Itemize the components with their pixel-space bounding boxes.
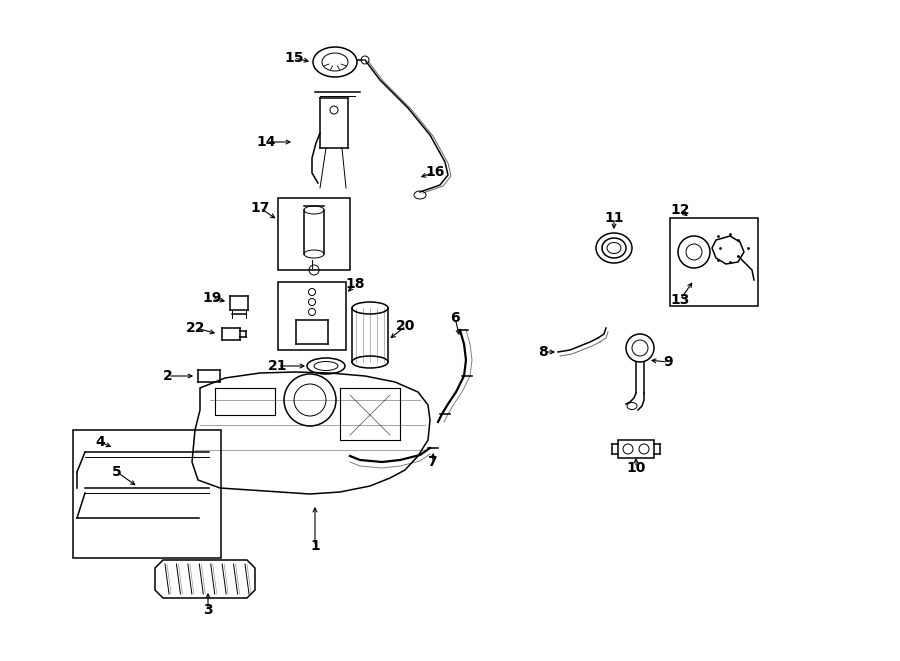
Text: 1: 1 xyxy=(310,539,320,553)
Text: 12: 12 xyxy=(670,203,689,217)
Text: 18: 18 xyxy=(346,277,365,291)
Text: 10: 10 xyxy=(626,461,645,475)
Bar xyxy=(670,218,758,306)
Text: 2: 2 xyxy=(163,369,173,383)
Bar xyxy=(278,198,350,270)
Text: 22: 22 xyxy=(186,321,206,335)
Text: 20: 20 xyxy=(396,319,416,333)
Text: 4: 4 xyxy=(95,435,105,449)
Text: 8: 8 xyxy=(538,345,548,359)
Text: 5: 5 xyxy=(112,465,122,479)
Text: 11: 11 xyxy=(604,211,624,225)
Text: 16: 16 xyxy=(426,165,445,179)
Text: 13: 13 xyxy=(670,293,689,307)
Text: 21: 21 xyxy=(268,359,288,373)
Text: 15: 15 xyxy=(284,51,304,65)
Bar xyxy=(278,282,346,350)
Text: 9: 9 xyxy=(663,355,673,369)
Text: 7: 7 xyxy=(428,455,436,469)
Text: 17: 17 xyxy=(250,201,270,215)
Text: 19: 19 xyxy=(202,291,221,305)
Text: 14: 14 xyxy=(256,135,275,149)
Bar xyxy=(73,430,221,558)
Text: 6: 6 xyxy=(450,311,460,325)
Text: 3: 3 xyxy=(203,603,212,617)
